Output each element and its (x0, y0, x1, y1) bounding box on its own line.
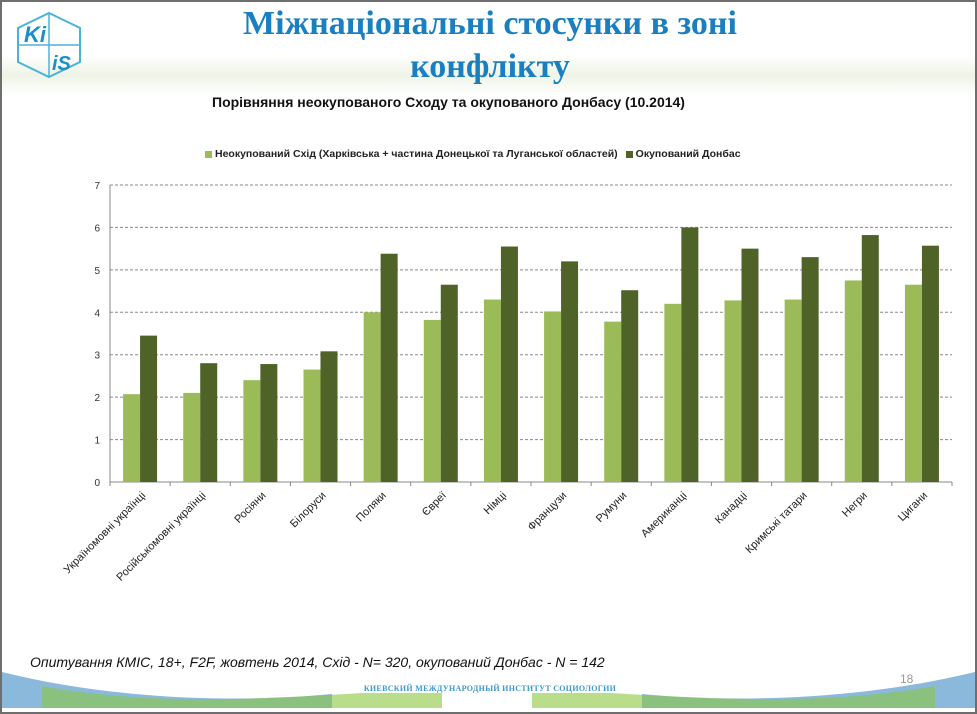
x-tick-label: Німці (482, 490, 509, 517)
x-tick-label: Євреї (420, 490, 449, 519)
bar-occupied-donbas (621, 290, 639, 482)
kiis-logo: Ki iS (17, 11, 81, 79)
legend-item-series-1: Неокупований Схід (Харківська + частина … (205, 148, 618, 160)
bar-unoccupied-east (604, 321, 622, 482)
header-band (2, 55, 975, 95)
bar-occupied-donbas (440, 284, 458, 482)
bar-occupied-donbas (741, 248, 759, 482)
bar-unoccupied-east (183, 392, 201, 482)
legend-label: Окупований Донбас (635, 148, 741, 160)
y-tick-label: 0 (94, 478, 100, 489)
bar-occupied-donbas (861, 235, 879, 482)
legend-swatch (205, 150, 212, 158)
x-tick-label: Американці (639, 490, 689, 540)
bar-occupied-donbas (801, 257, 819, 482)
bar-unoccupied-east (363, 312, 381, 482)
title-line-2: конфлікту (410, 48, 570, 85)
x-tick-label: Канадці (713, 490, 750, 527)
x-tick-label: Цигани (896, 490, 930, 524)
bar-unoccupied-east (243, 380, 261, 482)
bar-unoccupied-east (303, 369, 321, 482)
x-tick-label: Білоруси (288, 490, 329, 531)
institute-name: КИЕВСКИЙ МЕЖДУНАРОДНЫЙ ИНСТИТУТ СОЦИОЛОГ… (330, 684, 650, 693)
bar-unoccupied-east (483, 299, 501, 482)
title-line-1: Міжнаціональні стосунки в зоні (243, 5, 737, 42)
y-tick-label: 7 (94, 181, 100, 192)
source-note: Опитування КМІС, 18+, F2F, жовтень 2014,… (30, 654, 605, 670)
bar-occupied-donbas (921, 245, 939, 482)
page-number: 18 (900, 672, 914, 686)
y-tick-label: 4 (94, 308, 100, 319)
bar-occupied-donbas (380, 253, 398, 482)
y-tick-label: 2 (94, 393, 100, 404)
bar-occupied-donbas (140, 335, 158, 482)
legend-item-series-2: Окупований Донбас (625, 148, 741, 160)
slide-title: Міжнаціональні стосунки в зоні конфлікту (150, 2, 830, 88)
y-tick-label: 1 (94, 436, 100, 447)
y-tick-label: 3 (94, 351, 100, 362)
legend-label: Неокупований Схід (Харківська + частина … (215, 148, 618, 160)
x-tick-label: Росіяни (232, 490, 268, 526)
x-tick-label: Негри (840, 490, 870, 520)
y-tick-label: 6 (94, 223, 100, 234)
footer-wave (2, 672, 975, 708)
logo-text-bottom: iS (52, 53, 72, 75)
bar-unoccupied-east (784, 299, 802, 482)
bar-occupied-donbas (561, 261, 579, 482)
bar-occupied-donbas (200, 363, 218, 482)
bar-occupied-donbas (320, 351, 338, 482)
bar-unoccupied-east (544, 311, 562, 482)
logo-text-top: Ki (24, 22, 47, 47)
bar-unoccupied-east (123, 394, 141, 482)
bar-occupied-donbas (681, 227, 699, 482)
bar-unoccupied-east (664, 303, 682, 482)
bar-occupied-donbas (500, 246, 518, 482)
x-tick-label: Румуни (594, 490, 629, 525)
chart-legend: Неокупований Схід (Харківська + частина … (205, 148, 741, 160)
x-tick-label: Поляки (354, 490, 389, 525)
x-tick-label: Кримські татари (743, 490, 809, 556)
bar-unoccupied-east (844, 280, 862, 482)
x-tick-label: Французи (526, 490, 570, 534)
bar-occupied-donbas (260, 364, 278, 482)
bar-unoccupied-east (724, 300, 742, 482)
chart-title: Порівняння неокупованого Сходу та окупов… (212, 94, 685, 110)
y-tick-label: 5 (94, 266, 100, 277)
bar-unoccupied-east (904, 284, 922, 482)
legend-swatch (625, 150, 633, 158)
bar-unoccupied-east (423, 319, 441, 482)
